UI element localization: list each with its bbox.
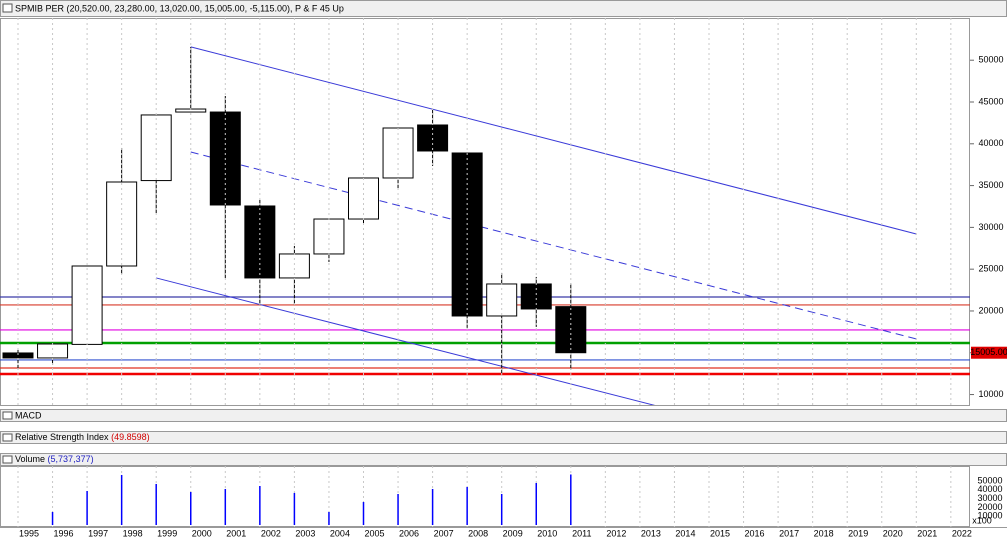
x-tick-label: 2001: [226, 528, 246, 538]
x-tick-label: 1999: [157, 528, 177, 538]
volume-icon: [2, 455, 13, 464]
y-tick-label: 45000: [978, 96, 1003, 106]
x-tick-label: 2022: [952, 528, 972, 538]
x-tick-label: 2021: [917, 528, 937, 538]
macd-title: MACD: [15, 410, 42, 420]
x-tick-label: 2019: [848, 528, 868, 538]
y-tick-label: 40000: [978, 138, 1003, 148]
y-tick-label: 10000: [978, 389, 1003, 399]
volume-tick-label: 40000: [977, 484, 1002, 494]
volume-title-text: Volume: [15, 454, 45, 464]
trendline: [190, 46, 917, 235]
volume-value: (5,737,377): [48, 454, 94, 464]
header-icon: [2, 3, 13, 13]
volume-tick-label: 10000: [977, 511, 1002, 521]
x-tick-label: 2008: [468, 528, 488, 538]
x-tick-label: 1996: [54, 528, 74, 538]
candle-body: [520, 283, 552, 310]
rsi-title: Relative Strength Index (49.8598): [15, 432, 150, 442]
volume-panel: [0, 466, 970, 527]
y-tick-label: 30000: [978, 222, 1003, 232]
x-tick-label: 2017: [779, 528, 799, 538]
candle-body: [382, 127, 414, 179]
x-tick-label: 2011: [572, 528, 591, 538]
price-panel: [0, 18, 970, 406]
y-tick-label: 50000: [978, 55, 1003, 65]
x-tick-label: 2015: [710, 528, 730, 538]
rsi-bar: [0, 431, 1007, 444]
volume-tick-label: 50000: [977, 475, 1002, 485]
x-tick-label: 2013: [641, 528, 661, 538]
macd-icon: [2, 411, 13, 420]
x-tick-label: 1998: [123, 528, 143, 538]
volume-tick-label: 20000: [977, 502, 1002, 512]
y-tick-label: 20000: [978, 305, 1003, 315]
candle-body: [71, 265, 103, 345]
x-tick-label: 2020: [883, 528, 903, 538]
x-tick-label: 2016: [745, 528, 765, 538]
volume-unit: x100: [972, 515, 992, 525]
last-price-label: 15005.00: [970, 347, 1007, 357]
x-tick-label: 2014: [675, 528, 695, 538]
x-tick-label: 1995: [19, 528, 39, 538]
x-tick-label: 1997: [88, 528, 108, 538]
y-tick-label: 25000: [978, 264, 1003, 274]
x-tick-label: 2010: [537, 528, 557, 538]
y-tick-label: 35000: [978, 180, 1003, 190]
x-tick-label: 2000: [192, 528, 212, 538]
rsi-icon: [2, 433, 13, 442]
macd-bar: [0, 409, 1007, 422]
rsi-title-text: Relative Strength Index: [15, 432, 109, 442]
last-price-box: [971, 346, 1007, 359]
candle-body: [244, 205, 276, 279]
x-tick-label: 2007: [434, 528, 454, 538]
x-tick-label: 2003: [295, 528, 315, 538]
x-tick-label: 2002: [261, 528, 281, 538]
x-tick-label: 2012: [606, 528, 626, 538]
volume-bar: [0, 453, 1007, 466]
volume-title: Volume (5,737,377): [15, 454, 94, 464]
x-tick-label: 2004: [330, 528, 350, 538]
volume-tick-label: 30000: [977, 493, 1002, 503]
rsi-value: (49.8598): [111, 432, 150, 442]
x-tick-label: 2018: [814, 528, 834, 538]
trendline: [156, 277, 656, 405]
x-tick-label: 2009: [503, 528, 523, 538]
trendline: [190, 151, 917, 340]
candle-body: [37, 343, 69, 359]
candle-body: [2, 352, 34, 359]
x-tick-label: 2006: [399, 528, 419, 538]
x-tick-label: 2005: [364, 528, 384, 538]
chart-title: SPMIB PER (20,520.00, 23,280.00, 13,020.…: [15, 3, 344, 13]
